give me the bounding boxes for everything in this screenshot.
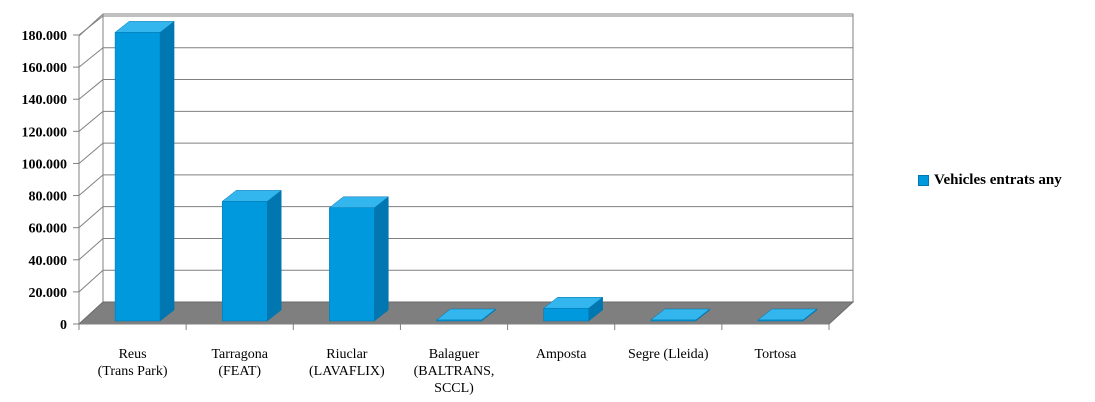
x-category-label: Reus xyxy=(119,347,147,362)
gridline-side xyxy=(78,206,104,229)
y-tick-label: 0 xyxy=(60,318,67,333)
gridline-side xyxy=(78,79,104,100)
y-tick-label: 80.000 xyxy=(29,190,68,205)
bar-side xyxy=(159,20,175,322)
bar xyxy=(329,207,375,322)
x-category-label: (LAVAFLIX) xyxy=(309,364,385,379)
x-category-label: SCCL) xyxy=(434,381,474,396)
y-tick-label: 20.000 xyxy=(29,286,68,301)
x-category-label: Riuclar xyxy=(326,347,368,362)
y-tick-label: 100.000 xyxy=(22,157,68,172)
bar xyxy=(757,319,804,322)
plot-back-wall xyxy=(102,13,854,303)
x-category-label: Tarragona xyxy=(211,347,268,362)
legend: Vehicles entrats any xyxy=(918,170,1062,190)
gridline-side xyxy=(78,110,104,132)
x-category-label: Amposta xyxy=(536,347,587,362)
x-category-label: (BALTRANS, xyxy=(414,364,495,379)
legend-swatch xyxy=(918,174,929,186)
bar xyxy=(543,307,589,322)
bar xyxy=(650,319,697,322)
bar xyxy=(221,201,268,322)
x-category-label: Segre (Lleida) xyxy=(628,347,709,362)
y-tick-label: 120.000 xyxy=(22,125,68,140)
x-category-label: Balaguer xyxy=(429,347,480,362)
x-category-label: (Trans Park) xyxy=(98,364,168,379)
gridline-side xyxy=(78,238,104,261)
x-category-label: (FEAT) xyxy=(218,364,261,379)
y-tick-label: 40.000 xyxy=(29,254,68,269)
y-tick-label: 160.000 xyxy=(22,61,68,76)
gridline-side xyxy=(78,47,104,68)
bar-side xyxy=(374,196,389,322)
y-tick-label: 140.000 xyxy=(22,93,68,108)
bar xyxy=(436,319,482,322)
bar xyxy=(114,32,161,322)
y-tick-label: 180.000 xyxy=(22,29,68,44)
y-tick-label: 60.000 xyxy=(29,222,68,237)
bar-side xyxy=(266,189,282,322)
gridline-side xyxy=(78,142,104,164)
gridline-side xyxy=(78,269,104,293)
gridline-side xyxy=(78,174,104,196)
gridline-side xyxy=(78,15,104,36)
legend-label: Vehicles entrats any xyxy=(934,171,1062,188)
x-category-label: Tortosa xyxy=(755,347,798,362)
